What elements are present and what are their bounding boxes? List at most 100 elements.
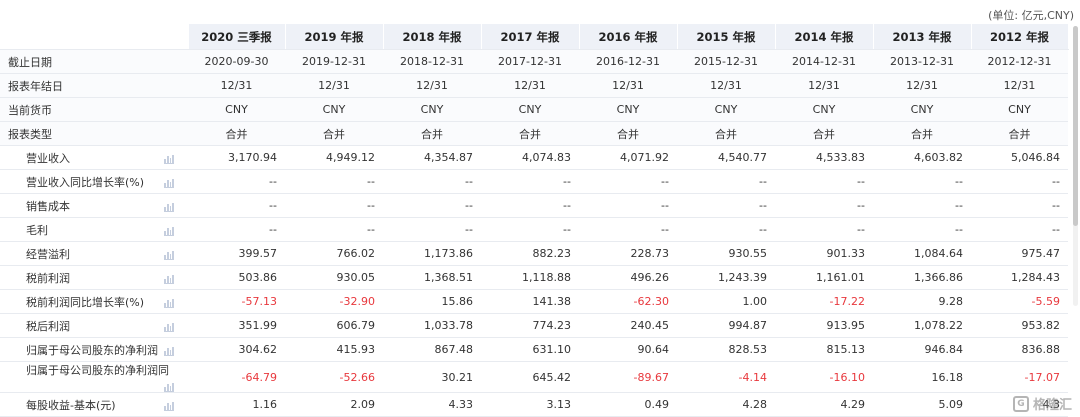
unit-label: (单位: 亿元,CNY) [988,9,1074,22]
table-cell: -- [971,193,1068,218]
bar-chart-icon[interactable] [164,154,174,164]
table-cell: -- [775,217,873,242]
table-cell: 12/31 [481,73,579,98]
column-header[interactable]: 2012 年报 [971,24,1069,50]
table-cell: 2.09 [285,392,383,417]
table-cell: -- [188,193,285,218]
table-row: 归属于母公司股东的净利润 304.62 415.93 867.48 631.10 90.6… [0,337,1068,362]
scrollbar-thumb[interactable] [1073,26,1078,226]
table-cell: 351.99 [188,313,285,338]
table-cell: -- [579,169,677,194]
table-cell: 4,354.87 [383,145,481,170]
table-cell: 1.16 [188,392,285,417]
table-cell: 228.73 [579,241,677,266]
column-header[interactable]: 2018 年报 [383,24,482,50]
table-cell: -- [971,217,1068,242]
table-cell: 12/31 [873,73,971,98]
row-label: 税前利润 [26,271,70,285]
bar-chart-icon[interactable] [164,226,174,236]
vertical-scrollbar[interactable] [1073,26,1078,306]
row-label-cell: 归属于母公司股东的净利润 [0,337,188,362]
table-cell: 合并 [481,121,579,146]
table-cell: 304.62 [188,337,285,362]
column-header[interactable]: 2019 年报 [285,24,384,50]
table-cell: 1,118.88 [481,265,579,290]
column-header[interactable]: 2014 年报 [775,24,874,50]
bar-chart-icon[interactable] [164,274,174,284]
table-cell: 930.55 [677,241,775,266]
table-cell: 1.00 [677,289,775,314]
table-cell: -- [383,217,481,242]
row-label: 营业收入 [26,151,70,165]
table-cell: -57.13 [188,289,285,314]
table-cell: -- [579,193,677,218]
table-cell: 4,074.83 [481,145,579,170]
table-row: 毛利 -- -- -- -- -- -- -- -- -- [0,217,1068,242]
column-header[interactable]: 2016 年报 [579,24,678,50]
table-cell: 815.13 [775,337,873,362]
bar-chart-icon[interactable] [164,322,174,332]
table-cell: 2019-12-31 [285,49,383,74]
table-cell: 867.48 [383,337,481,362]
table-cell: 1,284.43 [971,265,1068,290]
table-cell: 766.02 [285,241,383,266]
table-cell: 2017-12-31 [481,49,579,74]
table-cell: 12/31 [677,73,775,98]
bar-chart-icon[interactable] [164,382,174,392]
table-cell: -- [481,193,579,218]
table-cell: 1,078.22 [873,313,971,338]
table-cell: 774.23 [481,313,579,338]
table-cell: -62.30 [579,289,677,314]
table-cell: -16.10 [775,361,873,393]
table-cell: 12/31 [383,73,481,98]
table-cell: 合并 [971,121,1068,146]
table-cell: 12/31 [579,73,677,98]
table-cell: CNY [775,97,873,122]
table-cell: CNY [188,97,285,122]
table-cell: 606.79 [285,313,383,338]
table-cell: CNY [383,97,481,122]
bar-chart-icon[interactable] [164,346,174,356]
row-label: 毛利 [26,223,48,237]
table-cell: 合并 [873,121,971,146]
table-cell: 16.18 [873,361,971,393]
row-label: 归属于母公司股东的净利润 [26,343,158,357]
table-cell: 4,533.83 [775,145,873,170]
bar-chart-icon[interactable] [164,178,174,188]
table-cell: -- [775,193,873,218]
table-cell: 1,033.78 [383,313,481,338]
table-cell: 503.86 [188,265,285,290]
watermark-text: 格隆汇 [1032,398,1072,413]
table-cell: -17.22 [775,289,873,314]
table-cell: 4.28 [677,392,775,417]
bar-chart-icon[interactable] [164,202,174,212]
column-header[interactable]: 2020 三季报 [188,24,286,50]
bar-chart-icon[interactable] [164,250,174,260]
row-label-cell: 税后利润 [0,313,188,338]
row-label-cell: 税前利润 [0,265,188,290]
table-cell: -- [873,217,971,242]
table-cell: 2014-12-31 [775,49,873,74]
table-cell: 5.09 [873,392,971,417]
table-cell: 240.45 [579,313,677,338]
column-header[interactable]: 2013 年报 [873,24,972,50]
table-cell: 882.23 [481,241,579,266]
table-cell: -- [579,217,677,242]
table-cell: 4,949.12 [285,145,383,170]
column-header[interactable]: 2015 年报 [677,24,776,50]
bar-chart-icon[interactable] [164,298,174,308]
table-cell: 12/31 [188,73,285,98]
row-label: 营业收入同比增长率(%) [26,175,145,189]
table-cell: 2018-12-31 [383,49,481,74]
table-cell: 1,173.86 [383,241,481,266]
row-label-cell: 经营溢利 [0,241,188,266]
column-header[interactable]: 2017 年报 [481,24,580,50]
table-cell: 15.86 [383,289,481,314]
table-cell: -- [285,169,383,194]
row-label: 报表年结日 [0,73,188,98]
bar-chart-icon[interactable] [164,401,174,411]
table-cell: 9.28 [873,289,971,314]
table-body: 截止日期 2020-09-30 2019-12-31 2018-12-31 2017-1… [0,49,1068,417]
table-cell: 953.82 [971,313,1068,338]
table-cell: -- [677,193,775,218]
